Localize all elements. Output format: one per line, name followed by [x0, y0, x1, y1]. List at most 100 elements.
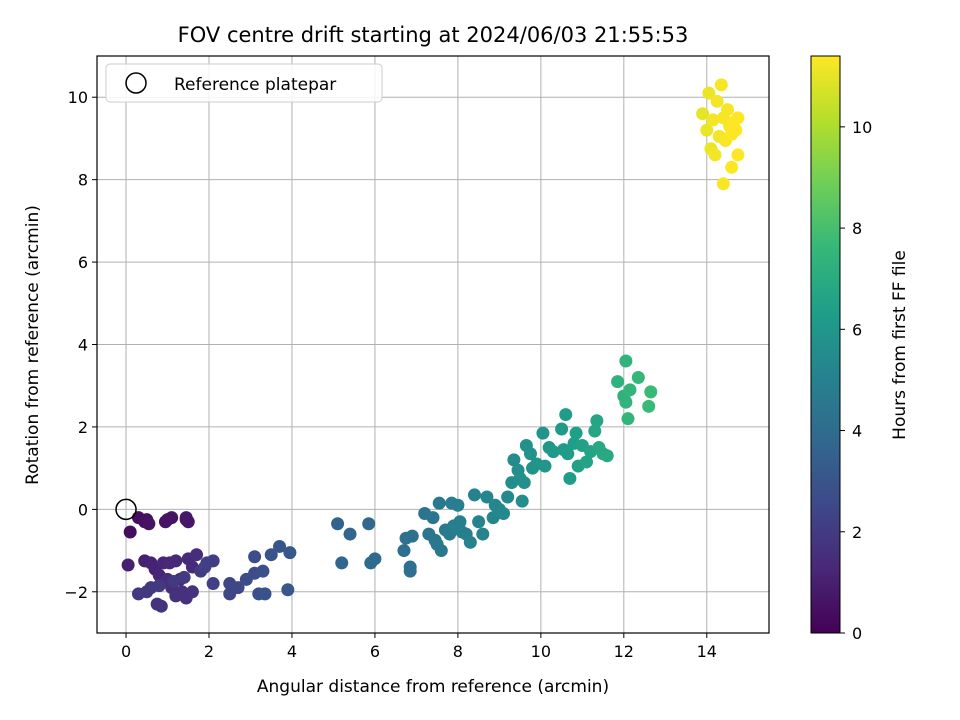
x-axis-label: Angular distance from reference (arcmin) [257, 677, 609, 697]
scatter-point [179, 511, 193, 525]
colorbar-label: Hours from first FF file [890, 250, 910, 440]
scatter-point [590, 414, 604, 428]
colorbar-tick-label: 4 [852, 422, 862, 441]
y-tick-label: 10 [68, 88, 88, 107]
scatter-point [480, 490, 494, 504]
y-tick-label: 2 [78, 418, 88, 437]
scatter-point [426, 511, 440, 525]
scatter-point [579, 455, 593, 469]
scatter-point [142, 517, 156, 531]
x-tick-label: 2 [204, 642, 214, 661]
scatter-point [231, 581, 245, 595]
scatter-point [283, 546, 297, 560]
scatter-point [467, 488, 481, 502]
y-tick-label: −2 [64, 583, 88, 602]
scatter-point [434, 544, 448, 558]
scatter-point [397, 544, 411, 558]
scatter-point [708, 148, 722, 162]
scatter-point [631, 370, 645, 384]
scatter-point [150, 597, 164, 611]
scatter-point [198, 560, 212, 574]
legend-entry-0: Reference platepar [174, 75, 336, 95]
x-tick-label: 4 [287, 642, 297, 661]
scatter-point [536, 426, 550, 440]
x-tick-label: 14 [697, 642, 717, 661]
scatter-point [507, 453, 521, 467]
y-tick-label: 4 [78, 336, 88, 355]
scatter-point [165, 511, 179, 525]
scatter-point [206, 577, 220, 591]
scatter-point [561, 447, 575, 461]
scatter-point [185, 585, 199, 599]
scatter-point [546, 445, 560, 459]
scatter-point [716, 177, 730, 191]
legend: Reference platepar [105, 63, 383, 103]
scatter-point [248, 550, 262, 564]
scatter-point [256, 564, 270, 578]
scatter-point [710, 94, 724, 108]
y-tick-label: 8 [78, 171, 88, 190]
scatter-point [281, 583, 295, 597]
colorbar-tick-label: 0 [852, 624, 862, 643]
scatter-point [403, 564, 417, 578]
scatter-point [731, 111, 745, 125]
scatter-point [619, 354, 633, 368]
scatter-point [405, 529, 419, 543]
scatter-point [555, 422, 569, 436]
scatter-point [177, 570, 191, 584]
scatter-point [472, 515, 486, 529]
scatter-point [451, 498, 465, 512]
scatter-point [569, 426, 583, 440]
x-tick-label: 6 [370, 642, 380, 661]
scatter-point [700, 123, 714, 137]
reference-point [115, 498, 137, 521]
colorbar-tick-label: 6 [852, 320, 862, 339]
x-tick-label: 10 [531, 642, 551, 661]
colorbar: 0 2 4 6 8 10 [810, 55, 872, 643]
scatter-point [121, 558, 135, 572]
scatter-point [258, 587, 272, 601]
scatter-point [515, 494, 529, 508]
scatter-point [264, 548, 278, 562]
scatter-point [123, 525, 137, 539]
scatter-point [476, 527, 490, 541]
scatter-point [538, 459, 552, 473]
scatter-point [453, 515, 467, 529]
scatter-point [619, 395, 633, 409]
scatter-point [190, 548, 204, 562]
y-axis-ticks: −2 0 2 4 6 8 10 [64, 88, 97, 602]
reference-platepar-marker [115, 498, 137, 521]
legend-box [105, 63, 383, 103]
scatter-point [611, 375, 625, 389]
scatter-point [731, 148, 745, 162]
scatter-point [702, 86, 716, 100]
x-tick-label: 12 [614, 642, 634, 661]
scatter-point [362, 517, 376, 531]
y-tick-label: 6 [78, 253, 88, 272]
scatter-point [721, 103, 735, 117]
scatter-point [725, 160, 739, 174]
scatter-point [497, 506, 511, 520]
scatter-point [644, 385, 658, 399]
scatter-point [729, 123, 743, 137]
scatter-point [152, 579, 166, 593]
scatter-point [523, 447, 537, 461]
scatter-points [121, 78, 745, 613]
scatter-point [563, 471, 577, 485]
scatter-point [600, 449, 614, 463]
scatter-point [167, 574, 181, 588]
scatter-point [343, 527, 357, 541]
colorbar-tick-label: 2 [852, 523, 862, 542]
y-tick-label: 0 [78, 500, 88, 519]
scatter-point [559, 408, 573, 422]
scatter-point [131, 587, 145, 601]
colorbar-tick-label: 8 [852, 219, 862, 238]
scatter-point [432, 496, 446, 510]
scatter-point [273, 539, 287, 553]
scatter-point [331, 517, 345, 531]
colorbar-tick-label: 10 [852, 118, 872, 137]
scatter-point [169, 554, 183, 568]
scatter-point [714, 78, 728, 92]
colorbar-gradient [810, 55, 841, 634]
